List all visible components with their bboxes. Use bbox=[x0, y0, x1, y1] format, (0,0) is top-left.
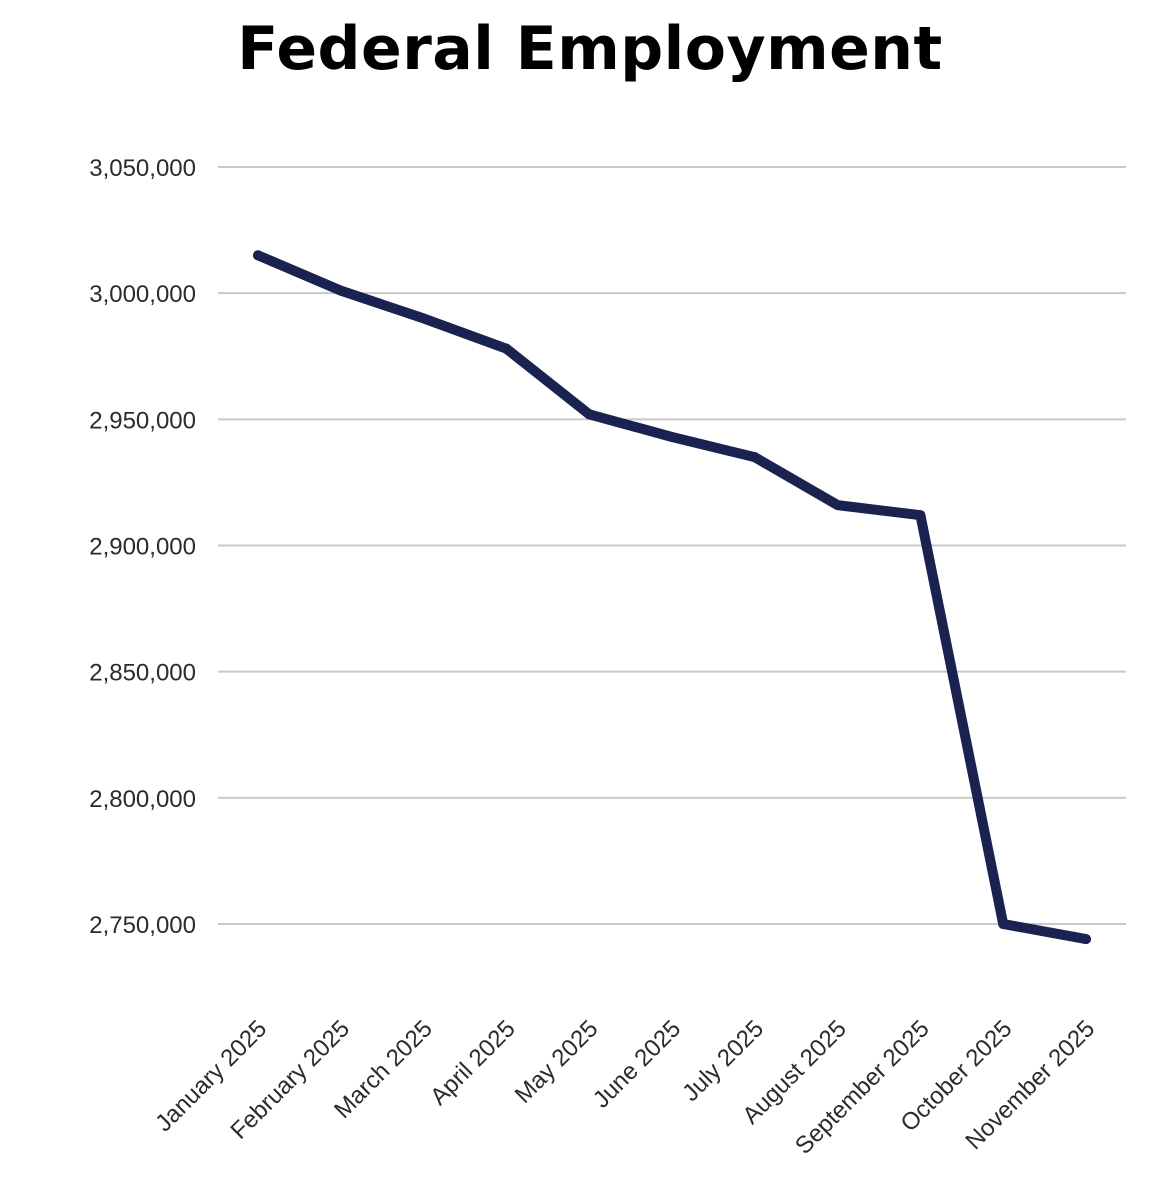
gridlines bbox=[218, 166, 1126, 925]
y-tick-label: 2,750,000 bbox=[89, 912, 196, 939]
data-point bbox=[915, 510, 926, 521]
data-point bbox=[501, 343, 512, 354]
data-point bbox=[749, 452, 760, 463]
data-point bbox=[418, 313, 429, 324]
y-tick-label: 2,850,000 bbox=[89, 660, 196, 687]
y-axis-tick-labels: 3,050,000 3,000,000 2,950,000 2,900,000 2,85… bbox=[89, 155, 196, 939]
series-line bbox=[253, 250, 1091, 945]
y-tick-label: 2,900,000 bbox=[89, 534, 196, 561]
y-tick-label: 3,050,000 bbox=[89, 155, 196, 182]
data-point bbox=[998, 919, 1009, 929]
chart-title: Federal Employment bbox=[237, 14, 943, 84]
data-point bbox=[335, 285, 346, 296]
series-layer bbox=[253, 250, 1091, 945]
data-point bbox=[667, 431, 677, 442]
y-tick-label: 2,950,000 bbox=[89, 407, 196, 434]
x-tick-label: April 2025 bbox=[425, 1015, 521, 1111]
y-tick-label: 3,000,000 bbox=[89, 281, 196, 308]
data-point bbox=[832, 500, 843, 511]
data-point bbox=[253, 250, 263, 261]
y-tick-label: 2,800,000 bbox=[89, 786, 196, 813]
x-tick-label: June 2025 bbox=[588, 1015, 686, 1113]
data-point bbox=[1081, 934, 1091, 945]
data-point bbox=[584, 409, 595, 420]
